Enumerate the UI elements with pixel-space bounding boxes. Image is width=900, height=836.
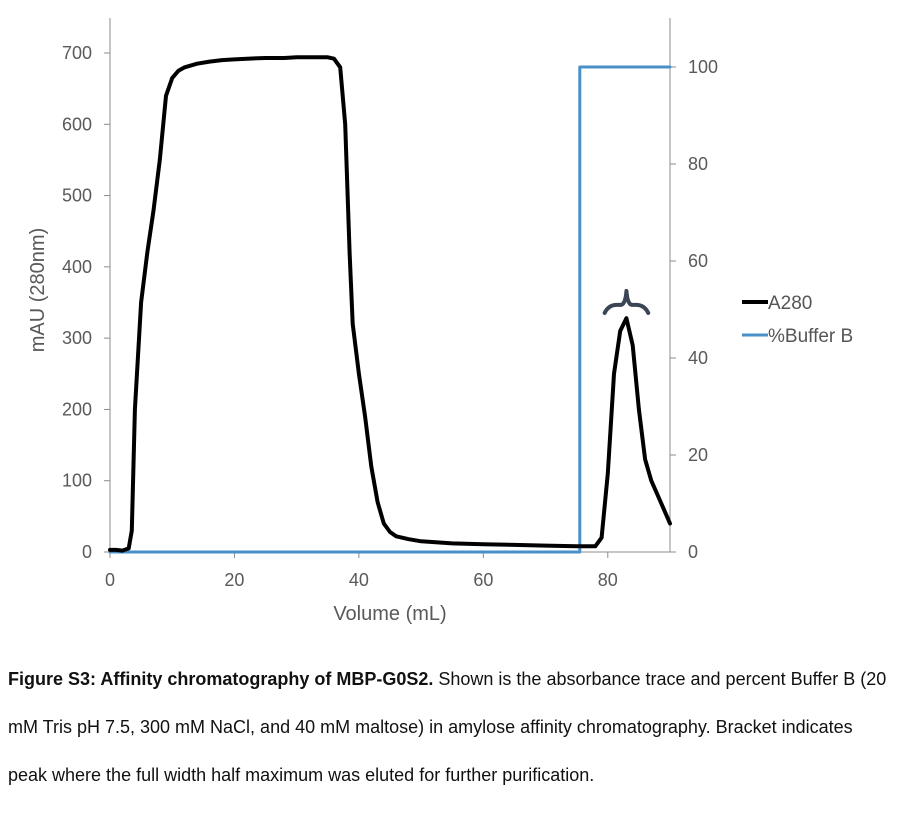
- y-tick-label: 600: [62, 114, 92, 134]
- y-tick-label: 100: [62, 471, 92, 491]
- x-tick-label: 20: [224, 570, 244, 590]
- y2-tick-label: 100: [688, 57, 718, 77]
- chromatography-chart: 0 100 200 300 400 500 600 700 0 20 40 60 80 100 0 20 40 6…: [27, 18, 853, 625]
- y-tick-label: 0: [82, 542, 92, 562]
- legend-label-buffer-b: %Buffer B: [768, 326, 853, 347]
- annotation-layer: [602, 288, 651, 315]
- y-tick-label: 500: [62, 186, 92, 206]
- y-tick-label: 700: [62, 43, 92, 63]
- y2-tick-label: 20: [688, 445, 708, 465]
- y2-tick-label: 60: [688, 251, 708, 271]
- y-tick-label: 400: [62, 257, 92, 277]
- y2-tick-label: 80: [688, 154, 708, 174]
- chart-axes: 0 100 200 300 400 500 600 700 0 20 40 60 80 100 0 20 40 6…: [62, 18, 718, 590]
- series-layer: [108, 55, 672, 554]
- y2-tick-label: 40: [688, 348, 708, 368]
- x-tick-label: 80: [598, 570, 618, 590]
- y-tick-label: 300: [62, 328, 92, 348]
- series-buffer-b-line: [108, 65, 672, 554]
- y2-tick-label: 0: [688, 542, 698, 562]
- series-a280-line: [108, 55, 672, 553]
- caption-bold: Figure S3: Affinity chromatography of MB…: [8, 669, 434, 689]
- figure-caption: Figure S3: Affinity chromatography of MB…: [8, 655, 893, 799]
- y-tick-label: 200: [62, 399, 92, 419]
- caption-text: Shown is the absorbance trace and percen…: [8, 669, 887, 785]
- x-tick-label: 0: [105, 570, 115, 590]
- x-axis-title: Volume (mL): [333, 603, 446, 625]
- y-axis-title: mAU (280nm): [27, 228, 49, 352]
- x-tick-label: 60: [473, 570, 493, 590]
- legend-label-a280: A280: [768, 293, 812, 314]
- peak-bracket: [602, 288, 651, 315]
- legend: A280 %Buffer B: [742, 293, 853, 347]
- x-tick-label: 40: [349, 570, 369, 590]
